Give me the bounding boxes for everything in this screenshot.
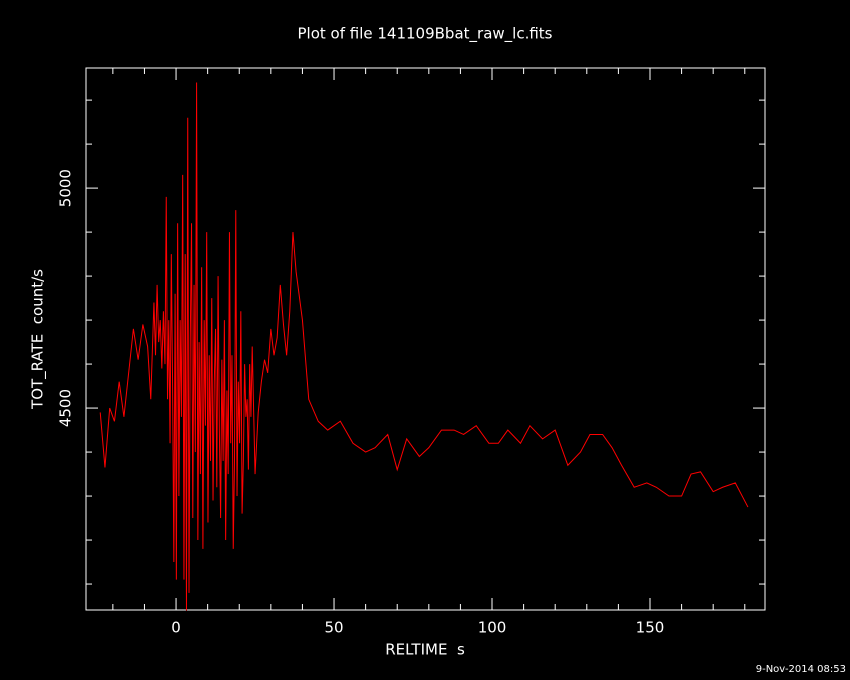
data-line <box>99 82 749 611</box>
y-tick-label: 5000 <box>57 169 75 207</box>
plot-frame <box>85 67 766 611</box>
y-tick-label: 4500 <box>57 389 75 427</box>
x-tick-label: 50 <box>324 619 343 637</box>
x-tick-label: 0 <box>171 619 181 637</box>
x-tick-label: 150 <box>636 619 665 637</box>
x-tick-label: 100 <box>478 619 507 637</box>
footer-timestamp: 9-Nov-2014 08:53 <box>756 664 846 675</box>
x-axis-label: RELTIME s <box>385 641 465 659</box>
y-axis-label: TOT_RATE count/s <box>29 269 48 410</box>
chart-title: Plot of file 141109Bbat_raw_lc.fits <box>298 25 553 44</box>
